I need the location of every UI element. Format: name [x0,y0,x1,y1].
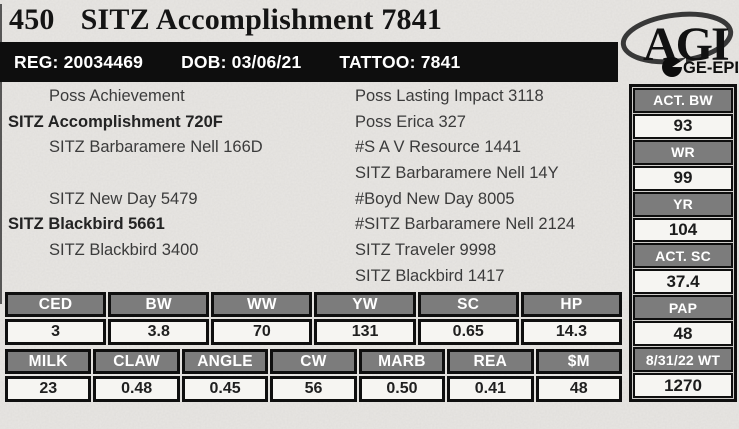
epd-header-cell: REA [447,349,534,374]
pedigree-entry: SITZ Barbaramere Nell 166D [49,138,263,157]
pedigree-entry: Poss Erica 327 [355,112,466,131]
epd-value-cell: 23 [5,376,92,402]
stat-label-wt: 8/31/22 WT [633,347,733,373]
agi-logo: AGI GE-EPD [620,11,738,77]
stat-label-wr: WR [633,139,733,165]
pedigree-entry: Poss Lasting Impact 3118 [355,87,544,105]
animal-name: SITZ Accomplishment 7841 [80,3,443,36]
pedigree-entry: Poss Achievement [49,87,185,105]
stat-value-act-bw: 93 [633,113,733,139]
epd-value-cell: 0.48 [93,376,180,402]
epd-value-cell: 56 [270,376,357,402]
epd-header-cell: MARB [358,349,446,374]
pedigree-entry-blank [8,161,350,187]
reg-field: REG: 20034469 [14,51,144,72]
epd-value-cell: 131 [314,319,416,345]
tattoo-field: TATTOO: 7841 [339,51,461,72]
scan-edge-line [0,4,2,304]
pedigree-ancestor-column: Poss Lasting Impact 3118 Poss Erica 327 … [355,84,633,290]
epd-header-cell: SC [417,292,519,317]
epd-value-cell: 48 [535,376,622,402]
epd-header-cell: CW [270,349,357,374]
epd-value-cell: 0.45 [181,376,269,402]
pedigree-entry: SITZ Traveler 9998 [355,241,497,260]
stat-label-yr: YR [633,191,733,217]
pedigree-entry-sire: SITZ Accomplishment 720F [8,112,223,131]
epd-table-primary: CED BW WW YW SC HP 3 3.8 70 131 0.65 14.… [5,292,622,345]
epd-header-cell: ANGLE [181,349,269,374]
epd-value-cell: 0.41 [447,376,534,402]
epd-value-cell: 3 [5,319,107,345]
lot-number: 450 [9,3,55,36]
stat-label-act-bw: ACT. BW [633,88,733,113]
epd-value-cell: 3.8 [108,319,210,345]
epd-table-secondary: MILK CLAW ANGLE CW MARB REA $M 23 0.48 0… [5,349,622,402]
pedigree-entry: SITZ Blackbird 1417 [355,266,505,285]
stat-label-act-sc: ACT. SC [633,243,733,269]
epd-header-cell: YW [314,292,416,317]
epd-value-cell: 0.65 [417,319,519,345]
pie-dot-notch [672,58,686,67]
registration-bar: REG: 20034469 DOB: 03/06/21 TATTOO: 7841 [0,42,618,82]
dob-field: DOB: 03/06/21 [181,51,302,72]
stat-label-pap: PAP [633,295,733,321]
pedigree-sire-column: Poss Achievement SITZ Accomplishment 720… [8,84,350,290]
agi-logo-text: AGI [643,18,729,71]
epd-header-cell: MILK [5,349,92,374]
stat-value-wr: 99 [633,165,733,191]
pedigree-entry: #Boyd New Day 8005 [355,189,515,208]
stat-value-act-sc: 37.4 [633,269,733,295]
epd-header-cell: CLAW [93,349,180,374]
epd-value-cell: 0.50 [358,376,446,402]
pedigree-entry-blank [8,264,350,290]
page-title: 450 SITZ Accomplishment 7841 [9,0,442,40]
epd-header-cell: $M [535,349,622,374]
performance-panel: ACT. BW 93 WR 99 YR 104 ACT. SC 37.4 PAP… [629,84,737,402]
epd-value-cell: 70 [211,319,313,345]
epd-value-cell: 14.3 [520,319,622,345]
pedigree-entry: SITZ New Day 5479 [49,189,198,208]
epd-header-cell: CED [5,292,107,317]
epd-header-cell: HP [520,292,622,317]
stat-value-yr: 104 [633,217,733,243]
pedigree-entry: #S A V Resource 1441 [355,138,522,157]
pedigree-entry: SITZ Barbaramere Nell 14Y [355,164,559,183]
pedigree-entry-dam: SITZ Blackbird 5661 [8,215,165,234]
pedigree-entry: #SITZ Barbaramere Nell 2124 [355,215,576,234]
stat-value-wt: 1270 [633,373,733,398]
ge-epd-label: GE-EPD [683,59,738,77]
epd-header-cell: WW [211,292,313,317]
stat-value-pap: 48 [633,321,733,347]
epd-header-cell: BW [108,292,210,317]
pedigree-entry: SITZ Blackbird 3400 [49,241,199,260]
